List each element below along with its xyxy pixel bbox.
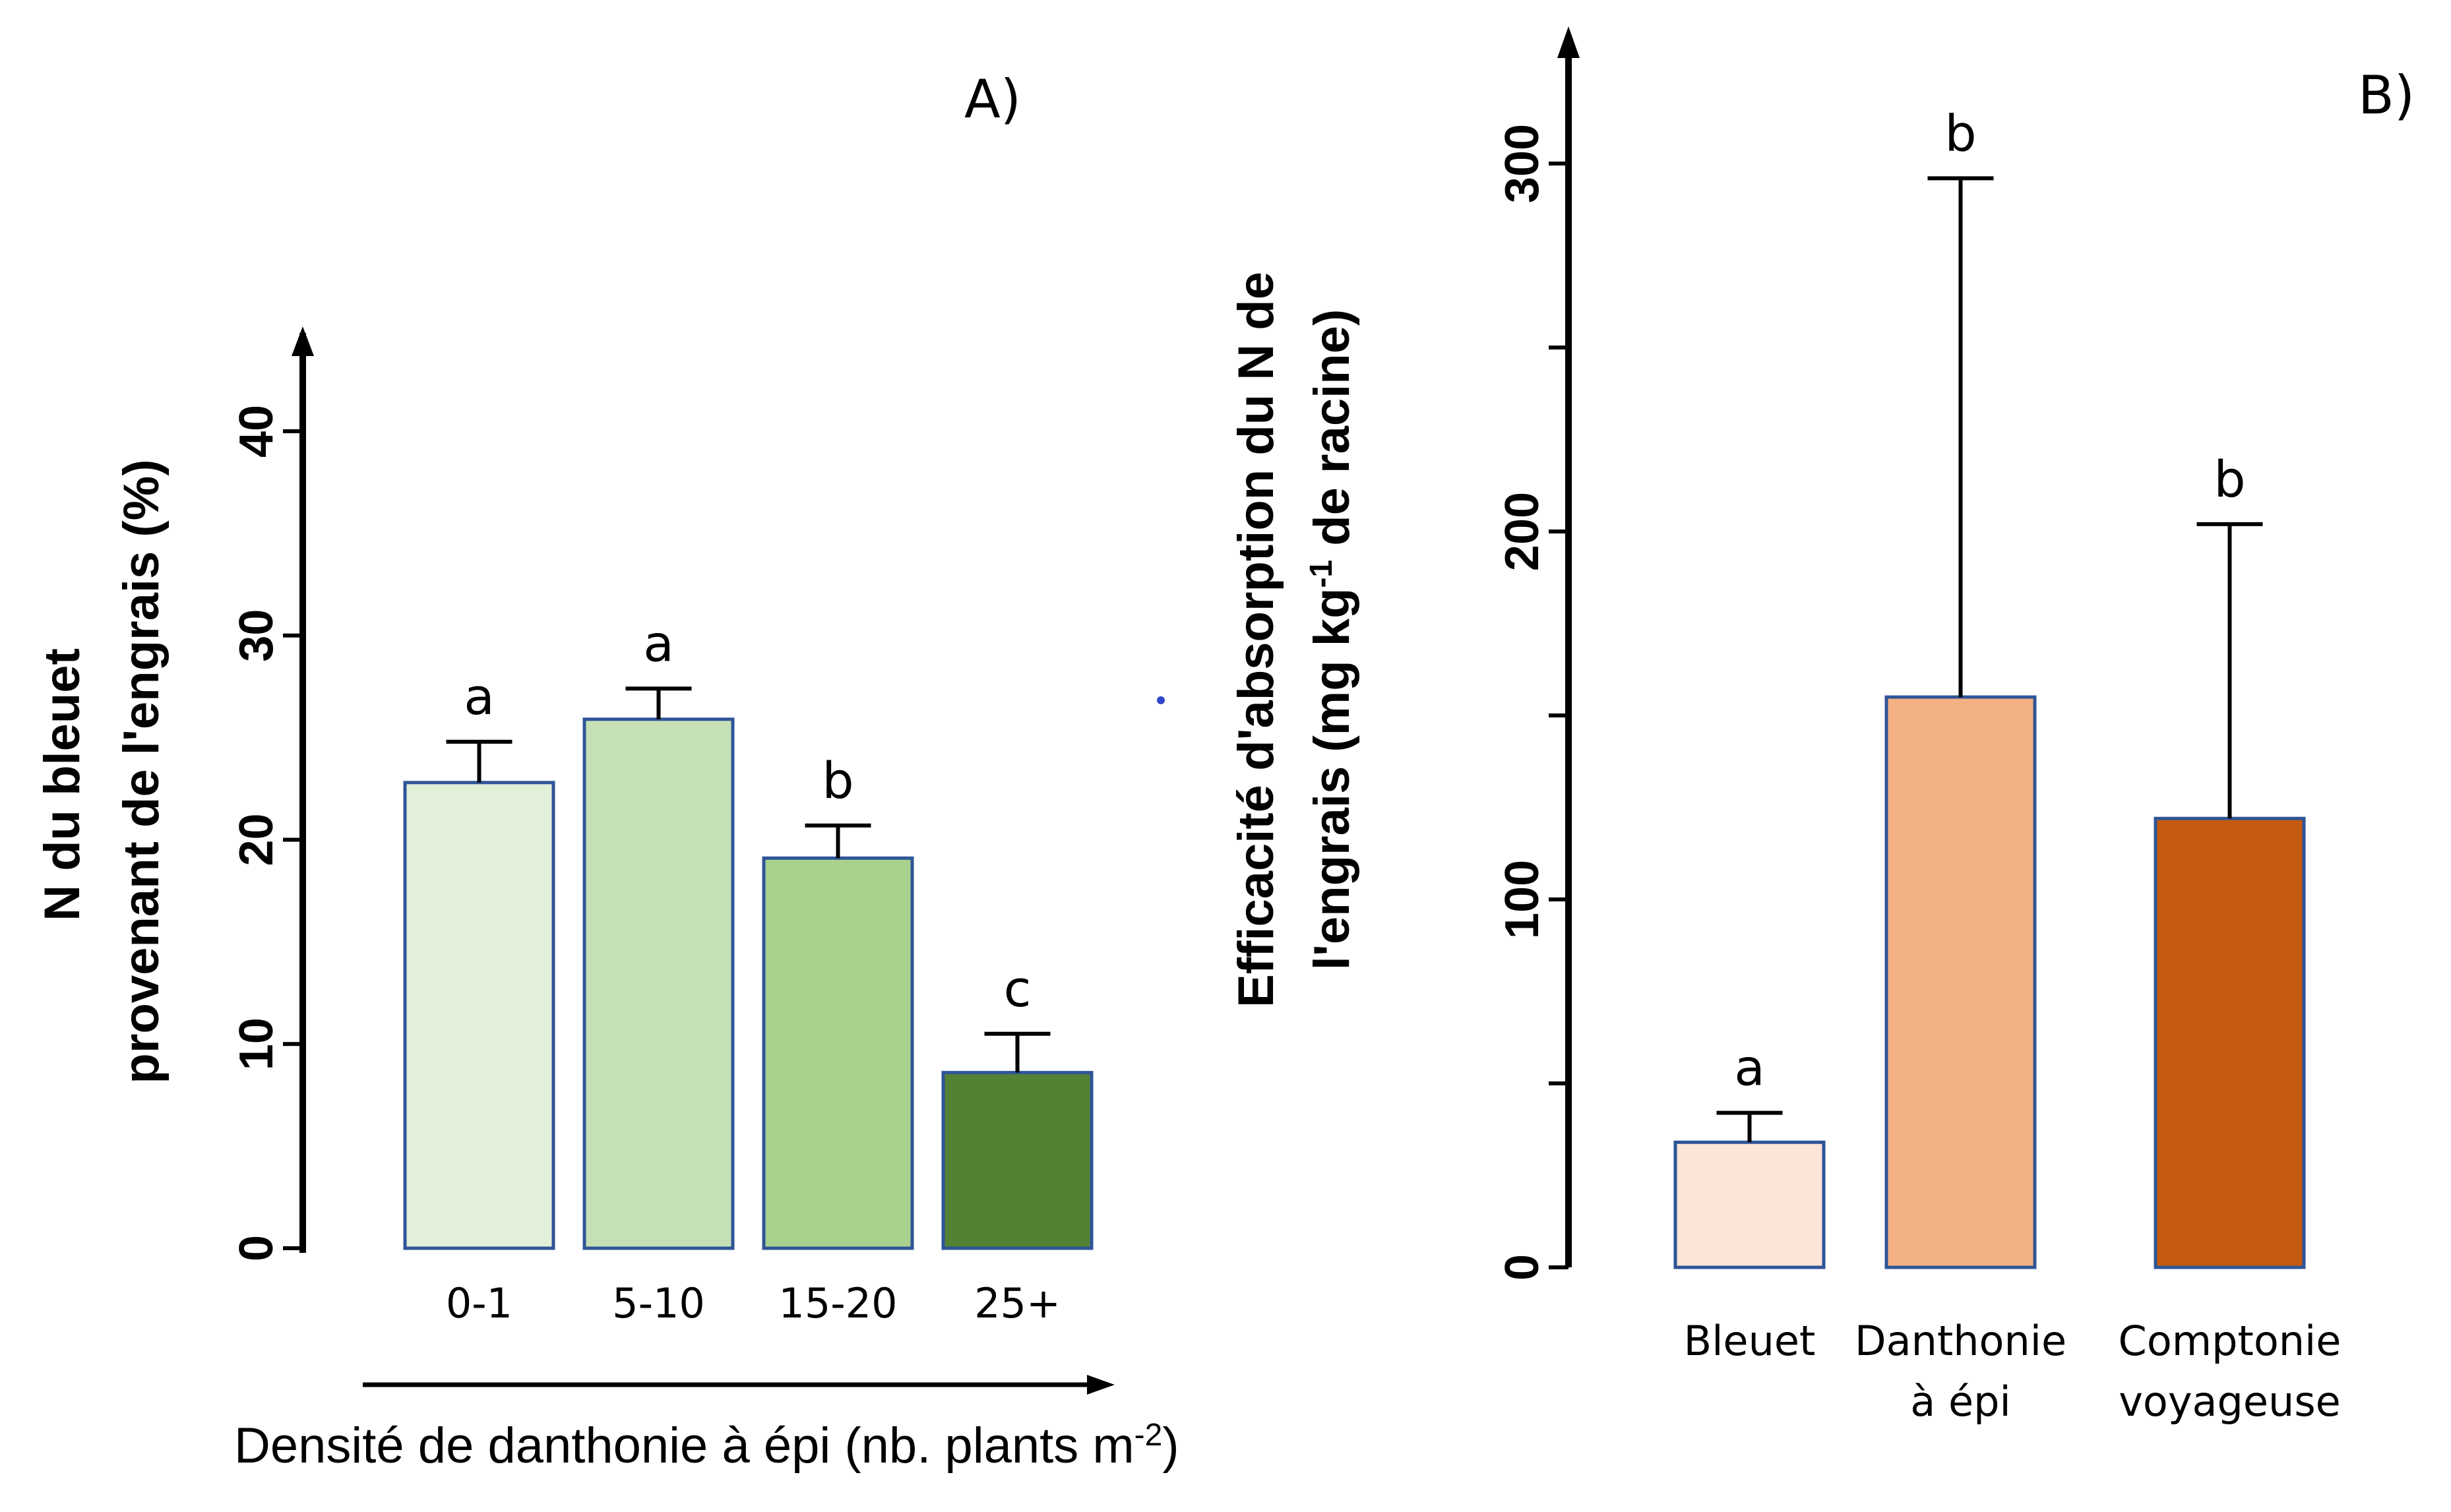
- panel-a-y-label-line2: provenant de l'engrais (%): [113, 459, 170, 1083]
- category-label: voyageuse: [2119, 1377, 2341, 1426]
- panel-a-y-ticks: 0 10 20 30 40: [230, 405, 303, 1261]
- y-tick-label: 10: [230, 1017, 283, 1070]
- significance-letter: c: [1004, 959, 1032, 1018]
- y-tick-label: 100: [1496, 860, 1549, 939]
- panel-b-y-ticks: 0 100 200 300: [1496, 124, 1568, 1281]
- panel-a-label: A): [964, 69, 1021, 130]
- bar: [941, 1071, 1094, 1250]
- stray-dot: [1157, 696, 1165, 704]
- y-tick-label: 300: [1496, 124, 1549, 203]
- panel-a-y-label-line1: N du bleuet: [34, 648, 90, 921]
- y-tick-label: 200: [1496, 492, 1549, 571]
- panel-a-x-label-end: ): [1162, 1418, 1179, 1474]
- panel-a-bars: a 0-1 a 5-10 b 15-20 c 25+: [403, 614, 1094, 1327]
- panel-a-x-arrow-head: [1087, 1375, 1115, 1395]
- bar: [2154, 816, 2306, 1269]
- significance-letter: a: [464, 667, 495, 726]
- y-tick-label: 0: [1496, 1254, 1549, 1281]
- panel-a-x-label-superscript: -2: [1134, 1418, 1163, 1453]
- panel-b-bars: a Bleuet b Danthonie à épi b Comptonie voyageus…: [1673, 104, 2342, 1426]
- panel-b-y-label-line2-b: de racine): [1304, 309, 1360, 560]
- category-label: Bleuet: [1684, 1317, 1816, 1365]
- panel-b-y-label-superscript: -1: [1304, 560, 1339, 588]
- category-label: Danthonie: [1855, 1317, 2066, 1365]
- panel-a-x-label: Densité de danthonie à épi (nb. plants m…: [234, 1418, 1179, 1474]
- y-tick-label: 40: [230, 405, 283, 458]
- category-label: Comptonie: [2119, 1317, 2342, 1365]
- panel-b-y-label-line1: Efficacité d'absorption du N de: [1228, 272, 1284, 1008]
- panel-b-y-label-line2-a: l'engrais (mg kg: [1304, 588, 1360, 971]
- y-tick-label: 20: [230, 813, 283, 866]
- bar: [1884, 695, 2037, 1269]
- panel-b-y-label-line2: l'engrais (mg kg-1 de racine): [1304, 309, 1361, 971]
- panel-b-label: B): [2358, 65, 2415, 126]
- significance-letter: a: [643, 614, 674, 673]
- category-label: 25+: [974, 1279, 1061, 1327]
- bar: [762, 856, 914, 1250]
- bar: [1673, 1140, 1826, 1269]
- significance-letter: b: [1944, 104, 1976, 162]
- category-label: à épi: [1910, 1377, 2010, 1426]
- panel-a-x-label-main: Densité de danthonie à épi (nb. plants m: [234, 1418, 1134, 1474]
- y-tick-label: 0: [230, 1235, 283, 1261]
- category-label: 15-20: [778, 1279, 897, 1327]
- panel-b-bar-chart: B) Efficacité d'absorption du N de l'eng…: [1228, 26, 2415, 1426]
- significance-letter: b: [822, 751, 853, 810]
- significance-letter: a: [1734, 1039, 1765, 1097]
- y-tick-label: 30: [230, 609, 283, 662]
- bar: [403, 781, 555, 1250]
- category-label: 0-1: [446, 1279, 512, 1327]
- panel-b-y-axis-arrowhead: [1557, 26, 1580, 58]
- panel-a-bar-chart: A) N du bleuet provenant de l'engrais (%…: [34, 69, 1179, 1474]
- panel-a-y-axis-arrowhead: [292, 326, 314, 356]
- bar: [582, 717, 735, 1250]
- significance-letter: b: [2214, 450, 2245, 508]
- category-label: 5-10: [612, 1279, 705, 1327]
